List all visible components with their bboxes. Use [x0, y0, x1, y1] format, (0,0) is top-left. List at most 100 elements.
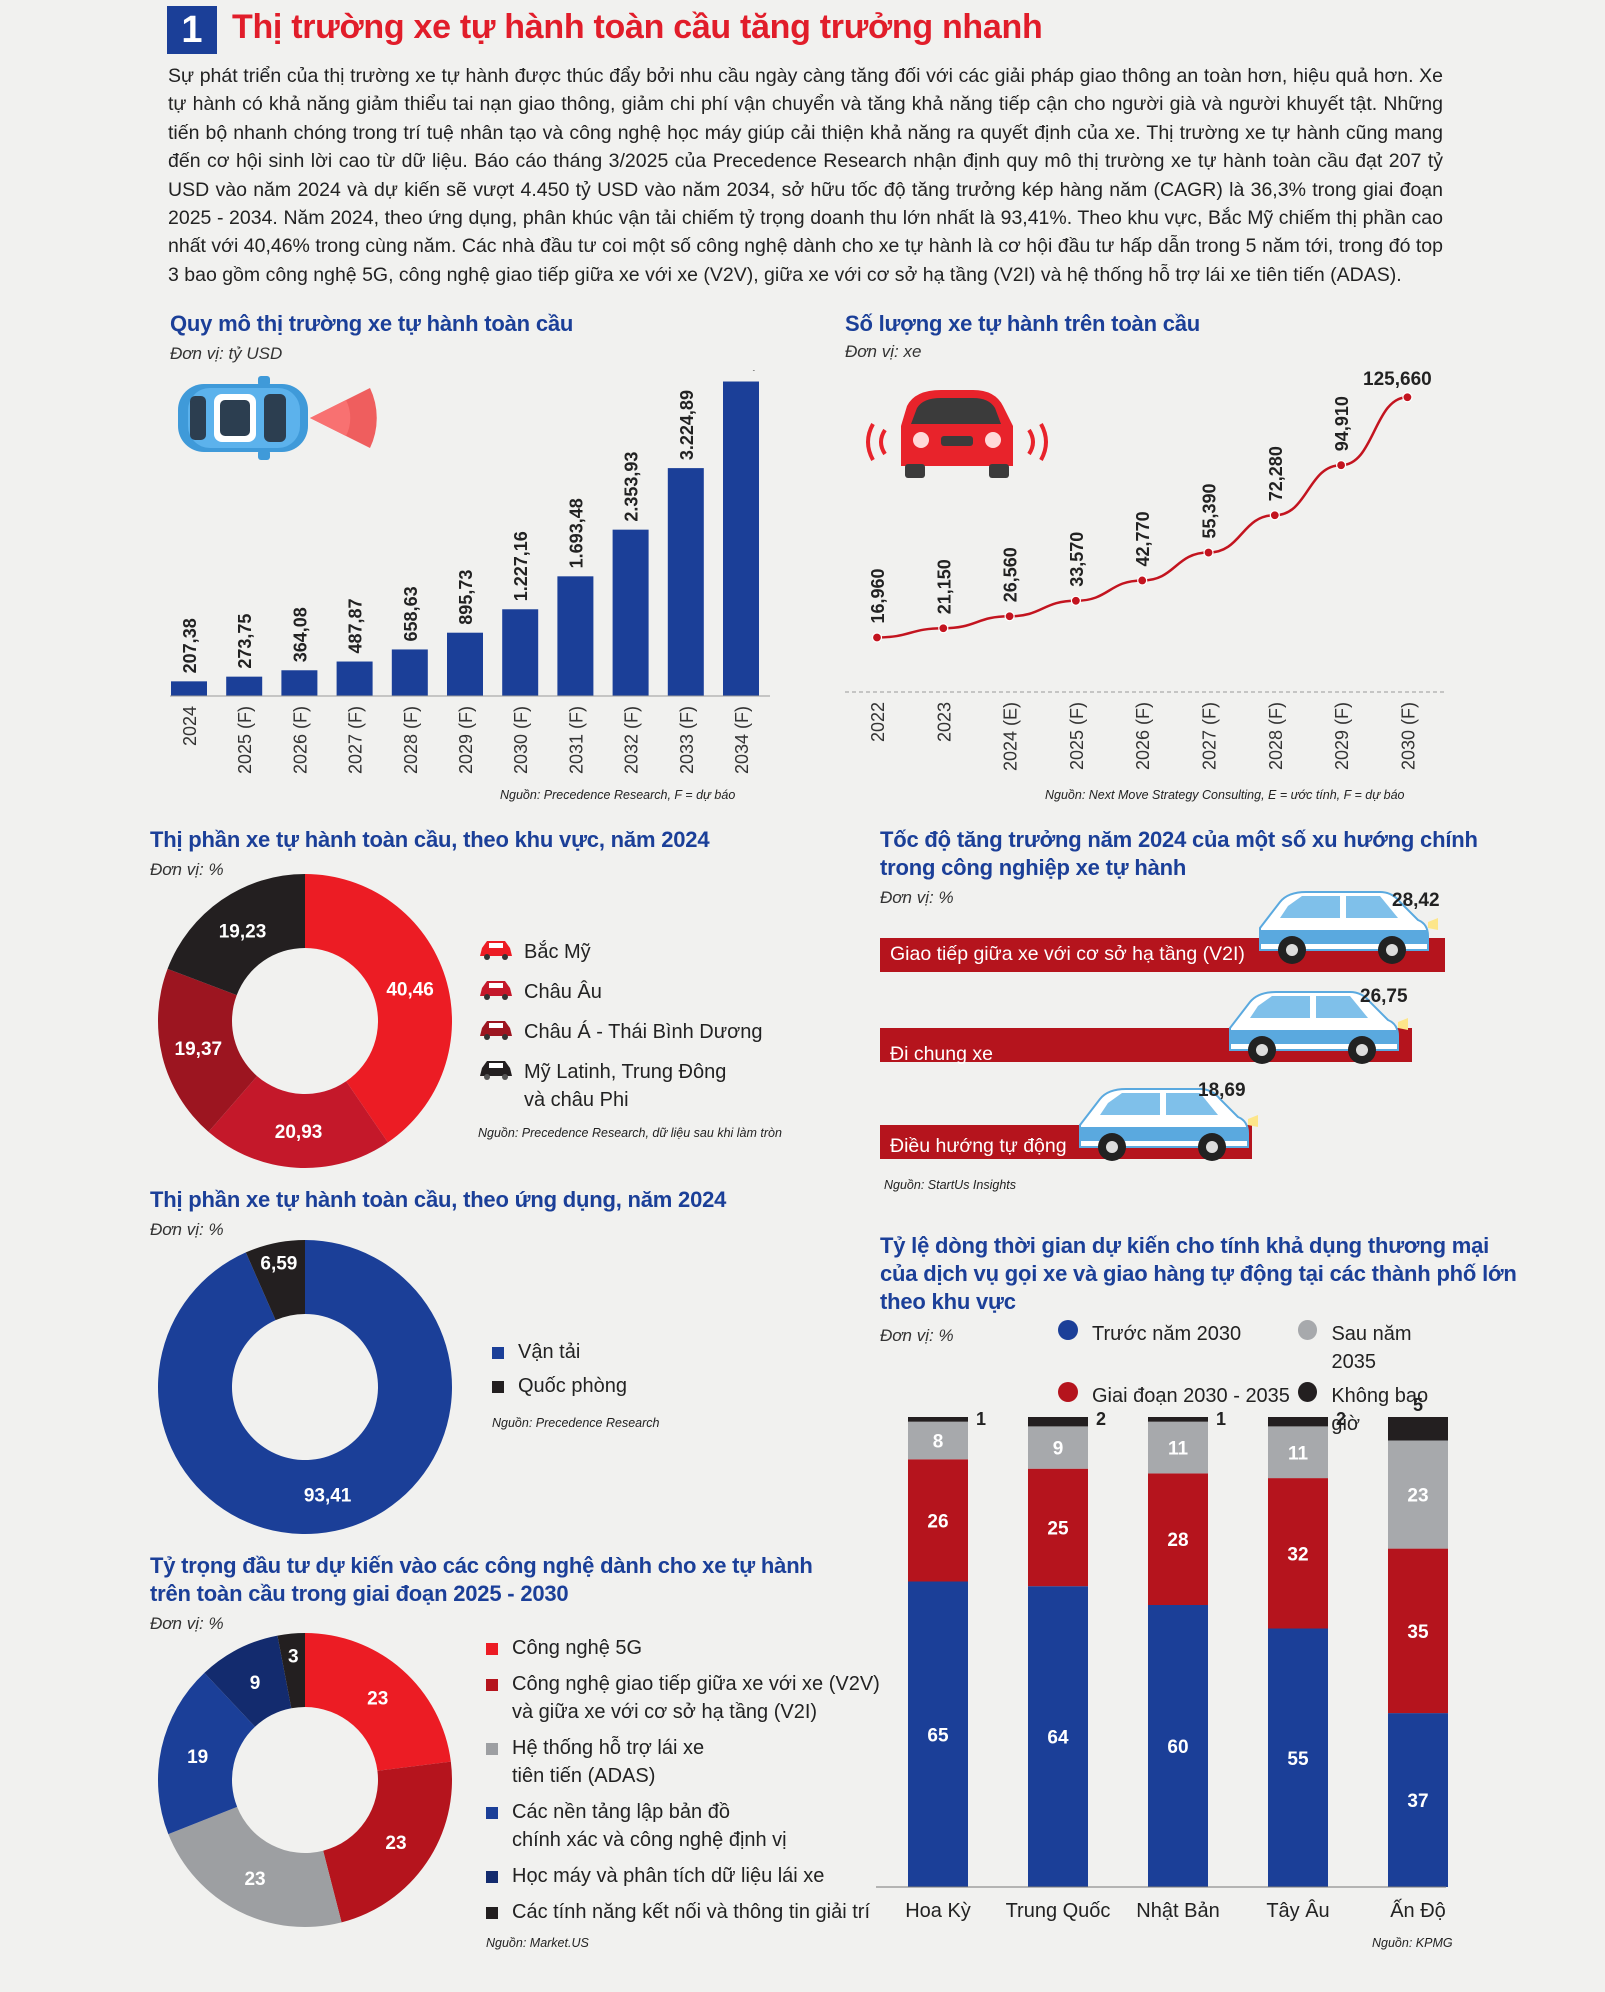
region-slice-2 [157, 968, 258, 1132]
trend-value-v2i: 28,42 [1392, 890, 1440, 911]
legend-before2030: Trước năm 2030 [1092, 1323, 1242, 1345]
timeline-seg-1-0 [1028, 1586, 1088, 1887]
legend-swatch-v2v [486, 1679, 498, 1691]
timeline-seg-2-2 [1148, 1421, 1208, 1474]
timeline-seg-4-3 [1388, 1417, 1448, 1441]
market-size-source: Nguồn: Precedence Research, F = dự báo [500, 788, 736, 802]
market-tick-4: 2028 (F) [401, 706, 421, 774]
timeline-val-3-1: 32 [1287, 1544, 1308, 1565]
market-bar-9 [667, 468, 704, 696]
car-icon-rideshare [1229, 991, 1408, 1064]
market-bar-0 [171, 681, 207, 696]
vehicle-count-source: Nguồn: Next Move Strategy Consulting, E … [1045, 788, 1405, 802]
application-slice-1 [245, 1240, 305, 1321]
investment-slice-3 [158, 1672, 256, 1835]
legend-swatch-ml [486, 1871, 498, 1883]
application-legend: Vận tải Quốc phòng [492, 1338, 627, 1400]
legend-mapping-line2: chính xác và công nghệ định vị [512, 1829, 787, 1851]
legend-swatch-mapping [486, 1807, 498, 1819]
timeline-seg-0-2 [908, 1421, 968, 1460]
legend-v2v-line2: và giữa xe với cơ sở hạ tầng (V2I) [512, 1701, 818, 1723]
timeline-val-4-0: 37 [1407, 1791, 1428, 1812]
timeline-val-0-2: 8 [933, 1432, 944, 1453]
timeline-seg-1-2 [1028, 1426, 1088, 1469]
timeline-legend: Trước năm 2030 Sau năm 2035 Giai đoạn 20… [1058, 1320, 1458, 1438]
application-share-unit: Đơn vị: % [150, 1220, 224, 1239]
legend-ml: Học máy và phân tích dữ liệu lái xe [512, 1865, 825, 1887]
car-icon-navigation [1079, 1088, 1258, 1161]
market-tick-6: 2030 (F) [511, 706, 531, 774]
market-value-4: 658,63 [401, 586, 421, 641]
legend-transport: Vận tải [518, 1341, 581, 1363]
investment-label-2: 23 [244, 1869, 265, 1890]
timeline-seg-0-3 [908, 1417, 968, 1422]
market-bar-7 [557, 576, 594, 696]
region-slice-3 [167, 874, 305, 996]
market-tick-9: 2033 (F) [677, 706, 697, 774]
trends-source: Nguồn: StartUs Insights [884, 1178, 1017, 1192]
trend-value-navigation: 18,69 [1198, 1080, 1246, 1101]
timeline-title-line1: Tỷ lệ dòng thời gian dự kiến cho tính kh… [880, 1233, 1490, 1258]
investment-label-4: 9 [250, 1673, 261, 1694]
region-share-source: Nguồn: Precedence Research, dữ liệu sau … [478, 1126, 782, 1140]
application-label-1: 6,59 [260, 1254, 297, 1275]
car-icon-crimson [478, 978, 514, 1000]
timeline-val-1-1: 25 [1047, 1518, 1069, 1539]
region-share-unit: Đơn vị: % [150, 860, 224, 879]
investment-label-5: 3 [288, 1647, 299, 1668]
market-bar-2 [281, 670, 318, 696]
market-value-9: 3.224,89 [677, 390, 697, 460]
investment-slice-5 [277, 1633, 305, 1709]
legend-swatch-infotainment [486, 1907, 498, 1919]
investment-title-line2: trên toàn cầu trong giai đoạn 2025 - 203… [150, 1581, 569, 1606]
car-icon-darkred [478, 1018, 514, 1040]
vehicle-point-7 [1336, 460, 1347, 471]
legend-dot-before2030 [1058, 1320, 1078, 1340]
region-slice-1 [208, 1076, 388, 1168]
page-title: Thị trường xe tự hành toàn cầu tăng trưở… [232, 8, 1043, 46]
market-tick-5: 2029 (F) [456, 706, 476, 774]
timeline-unit: Đơn vị: % [880, 1326, 954, 1345]
timeline-tick-3: Tây Âu [1266, 1899, 1329, 1922]
legend-latam-line1: Mỹ Latinh, Trung Đông [524, 1061, 727, 1083]
application-label-0: 93,41 [304, 1486, 352, 1507]
application-share-donut: 93,41 6,59 [158, 1240, 452, 1534]
legend-swatch-transport [492, 1347, 504, 1359]
legend-swatch-defense [492, 1381, 504, 1393]
vehicle-point-2 [1004, 611, 1015, 622]
region-share-title: Thị phần xe tự hành toàn cầu, theo khu v… [150, 827, 710, 852]
legend-infotainment: Các tính năng kết nối và thông tin giải … [512, 1901, 870, 1923]
market-tick-1: 2025 (F) [235, 706, 255, 774]
timeline-tick-4: Ấn Độ [1390, 1899, 1446, 1922]
trend-label-v2i: Giao tiếp giữa xe với cơ sở hạ tầng (V2I… [890, 943, 1245, 965]
region-label-1: 20,93 [275, 1122, 323, 1143]
market-tick-7: 2031 (F) [566, 706, 586, 774]
timeline-val-2-0: 60 [1167, 1737, 1188, 1758]
timeline-val-1-2: 9 [1053, 1439, 1064, 1460]
market-bar-3 [336, 661, 373, 696]
vehicle-value-4: 42,770 [1133, 511, 1153, 566]
vehicle-count-unit: Đơn vị: xe [845, 342, 922, 361]
region-slice-0 [305, 874, 452, 1143]
timeline-val-2-2: 11 [1168, 1439, 1189, 1460]
timeline-val-0-1: 26 [927, 1511, 948, 1532]
legend-after2035: Sau năm 2035 [1331, 1323, 1412, 1373]
timeline-val-0-0: 65 [927, 1725, 949, 1746]
timeline-seg-1-3 [1028, 1417, 1088, 1427]
investment-label-1: 23 [385, 1833, 406, 1854]
market-bar-8 [612, 529, 649, 696]
vehicle-tick-2: 2024 (E) [1001, 702, 1021, 771]
trend-label-navigation: Điều hướng tự động [890, 1135, 1067, 1157]
market-bar-6 [502, 609, 539, 696]
vehicle-value-6: 72,280 [1266, 446, 1286, 501]
vehicle-tick-0: 2022 [868, 702, 888, 742]
vehicle-tick-7: 2029 (F) [1332, 702, 1352, 770]
legend-adas-line1: Hệ thống hỗ trợ lái xe [512, 1737, 705, 1759]
timeline-val-0-3: 1 [976, 1409, 986, 1429]
timeline-tick-1: Trung Quốc [1006, 1900, 1111, 1922]
timeline-seg-0-0 [908, 1581, 968, 1887]
vehicle-value-3: 33,570 [1067, 532, 1087, 587]
timeline-val-1-3: 2 [1096, 1409, 1106, 1429]
timeline-seg-3-1 [1268, 1478, 1328, 1629]
vehicle-count-title: Số lượng xe tự hành trên toàn cầu [845, 311, 1201, 336]
